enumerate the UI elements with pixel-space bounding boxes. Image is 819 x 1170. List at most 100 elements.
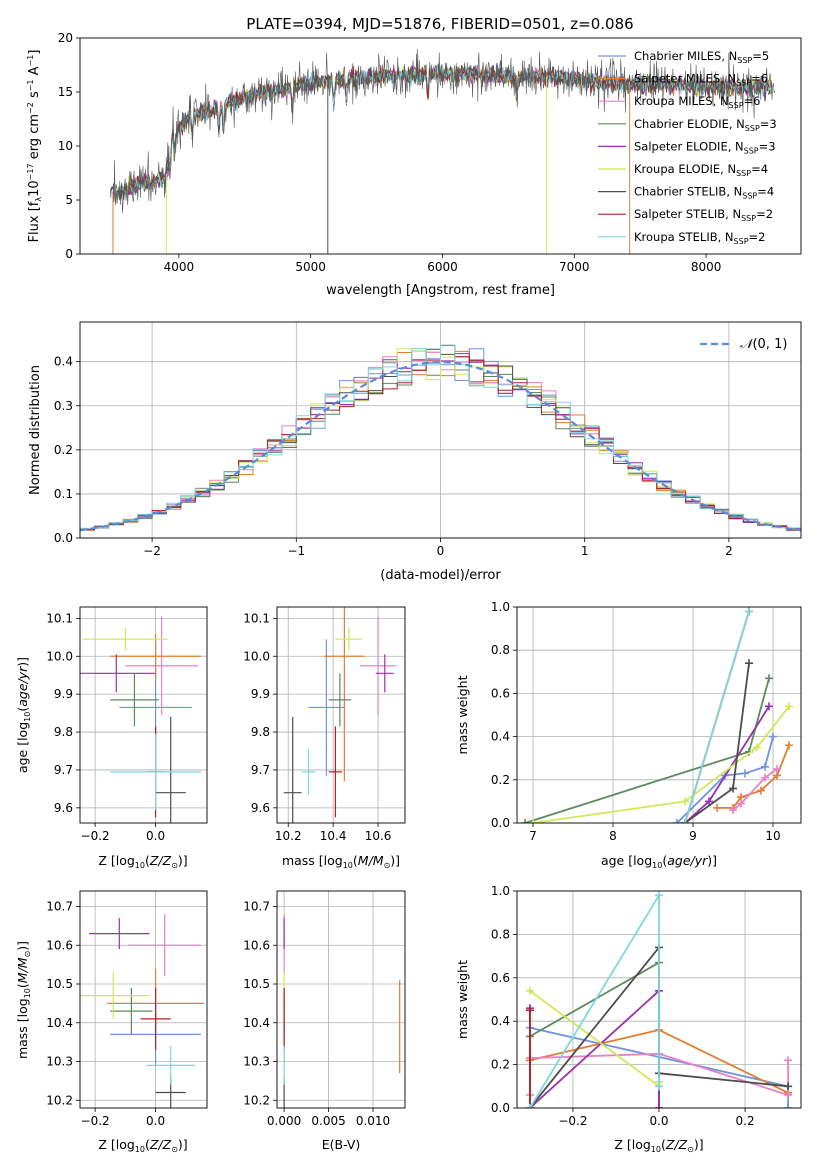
y-tick-label: 20 bbox=[58, 31, 73, 45]
y-tick-label: 15 bbox=[58, 85, 73, 99]
series-path bbox=[532, 705, 790, 823]
y-tick-label: 10.7 bbox=[243, 900, 270, 914]
x-tick-label: 0.010 bbox=[356, 1114, 390, 1128]
series-line bbox=[729, 765, 781, 815]
series-marker bbox=[705, 797, 713, 806]
x-tick-label: 4000 bbox=[164, 260, 195, 274]
errorbar-points bbox=[80, 914, 204, 1108]
y-tick-label: 9.8 bbox=[54, 725, 73, 739]
spectrum-model-line bbox=[112, 66, 773, 204]
series-marker bbox=[784, 1090, 793, 1099]
massweight_vs_age-frame bbox=[516, 606, 802, 824]
legend-entry: Chabrier MILES, NSSP=5 bbox=[634, 49, 769, 65]
x-tick-label: 0.0 bbox=[146, 829, 165, 843]
y-tick-label: 0.3 bbox=[54, 399, 73, 413]
spectrum-x-label: wavelength [Angstrom, rest frame] bbox=[326, 283, 555, 298]
series-marker bbox=[655, 891, 663, 900]
y-tick-label: 10.1 bbox=[46, 611, 73, 625]
massweight-vs-z-x-label: Z [log10(Z/Z⊙)] bbox=[614, 1137, 703, 1154]
y-tick-label: 0.4 bbox=[491, 730, 510, 744]
series-path bbox=[717, 744, 790, 809]
series-marker bbox=[773, 765, 781, 773]
spectrum-legend: Chabrier MILES, NSSP=5 Salpeter MILES, NS… bbox=[598, 49, 777, 246]
series-path bbox=[524, 678, 770, 823]
y-tick-label: 9.6 bbox=[54, 801, 73, 815]
series-marker bbox=[673, 819, 681, 823]
errorbar-point bbox=[110, 633, 201, 679]
age-vs-mass-x-label: mass [log10(M/M⊙)] bbox=[282, 853, 400, 870]
x-tick-label: 0.005 bbox=[311, 1114, 345, 1128]
y-tick-label: 9.8 bbox=[251, 725, 270, 739]
x-tick-label: 8000 bbox=[691, 260, 722, 274]
x-tick-label: 7 bbox=[529, 829, 537, 843]
y-tick-label: 10.4 bbox=[243, 1016, 270, 1030]
y-tick-label: 5 bbox=[65, 193, 73, 207]
series-marker bbox=[737, 799, 745, 808]
y-tick-label: 0.8 bbox=[491, 643, 510, 657]
line-series bbox=[521, 607, 793, 823]
series-marker bbox=[785, 741, 793, 750]
legend-entry: Salpeter STELIB, NSSP=2 bbox=[634, 207, 773, 223]
figure-title: PLATE=0394, MJD=51876, FIBERID=0501, z=0… bbox=[246, 15, 633, 33]
errorbar-point bbox=[360, 616, 397, 715]
spectrum-y-label: Flux [fλ10−17 erg cm−2 s−1 A−1] bbox=[26, 50, 43, 243]
series-line bbox=[521, 674, 773, 823]
y-tick-label: 0.0 bbox=[491, 816, 510, 830]
series-marker bbox=[761, 762, 769, 771]
errorbar-point bbox=[140, 987, 171, 1050]
spectrum-frame bbox=[79, 37, 802, 255]
line-series bbox=[525, 891, 793, 1108]
series-line bbox=[525, 986, 663, 1108]
mass_vs_Z-frame bbox=[79, 890, 208, 1109]
y-tick-label: 0.4 bbox=[54, 355, 73, 369]
x-tick-label: 0.0 bbox=[146, 1114, 165, 1128]
massweight_vs_Z-y-label: mass weight bbox=[455, 960, 470, 1039]
axes-mass_vs_Z: −0.2 0.0 10.2 10.3 10.4 10.5 10.6 10.7 bbox=[46, 891, 207, 1128]
legend-entry: Kroupa ELODIE, NSSP=4 bbox=[634, 162, 768, 178]
x-tick-label: 0.000 bbox=[267, 1114, 301, 1128]
histogram-frame bbox=[79, 321, 802, 539]
y-tick-label: 10.7 bbox=[46, 900, 73, 914]
series-marker bbox=[525, 1006, 534, 1015]
x-tick-label: 9 bbox=[689, 829, 697, 843]
axes-mass_vs_EBV: 0.000 0.005 0.010 10.2 10.3 10.4 10.5 10.6 10.7 bbox=[243, 891, 405, 1128]
series-marker bbox=[681, 797, 689, 806]
y-tick-label: 10.2 bbox=[46, 1093, 73, 1107]
series-marker bbox=[681, 819, 689, 823]
x-tick-label: 10.2 bbox=[275, 829, 302, 843]
x-tick-label: −1 bbox=[287, 544, 305, 558]
axes-massweight_vs_Z: −0.2 0.0 0.2 0.0 0.2 0.4 0.6 0.8 1.0 bbox=[491, 884, 801, 1128]
y-tick-label: 0.6 bbox=[491, 971, 510, 985]
legend-entry: Salpeter ELODIE, NSSP=3 bbox=[634, 139, 776, 155]
errorbar-point bbox=[335, 627, 363, 651]
errorbar-point bbox=[308, 639, 345, 776]
y-tick-label: 9.7 bbox=[251, 763, 270, 777]
errorbar-point bbox=[155, 716, 186, 823]
errorbar-point bbox=[283, 716, 302, 823]
errorbar-point bbox=[324, 607, 365, 782]
series-marker bbox=[784, 1056, 793, 1065]
y-tick-label: 0.2 bbox=[491, 1058, 510, 1072]
mass_vs_EBV-frame bbox=[276, 890, 406, 1109]
x-tick-label: 7000 bbox=[559, 260, 590, 274]
series-marker bbox=[765, 674, 773, 683]
errorbar-points bbox=[283, 607, 397, 823]
x-tick-label: 0.2 bbox=[736, 1114, 755, 1128]
legend-entry: Kroupa STELIB, NSSP=2 bbox=[634, 230, 765, 246]
series-marker bbox=[525, 986, 534, 995]
x-tick-label: 0 bbox=[437, 544, 445, 558]
errorbar-point bbox=[110, 733, 201, 810]
observed-spectrum-line bbox=[110, 48, 775, 214]
x-tick-label: −0.2 bbox=[558, 1114, 587, 1128]
x-tick-label: 1 bbox=[581, 544, 589, 558]
y-tick-label: 10.3 bbox=[46, 1055, 73, 1069]
series-marker bbox=[655, 1082, 663, 1091]
mass-vs-z-y-label: mass [log10(M/M⊙)] bbox=[15, 941, 32, 1059]
y-tick-label: 10 bbox=[58, 139, 73, 153]
errorbar-point bbox=[128, 914, 201, 977]
y-tick-label: 9.9 bbox=[54, 687, 73, 701]
errorbar-point bbox=[146, 1046, 195, 1085]
histogram-legend-label: 𝒩(0, 1) bbox=[740, 337, 787, 352]
y-tick-label: 10.5 bbox=[243, 977, 270, 991]
series-marker bbox=[713, 803, 721, 812]
